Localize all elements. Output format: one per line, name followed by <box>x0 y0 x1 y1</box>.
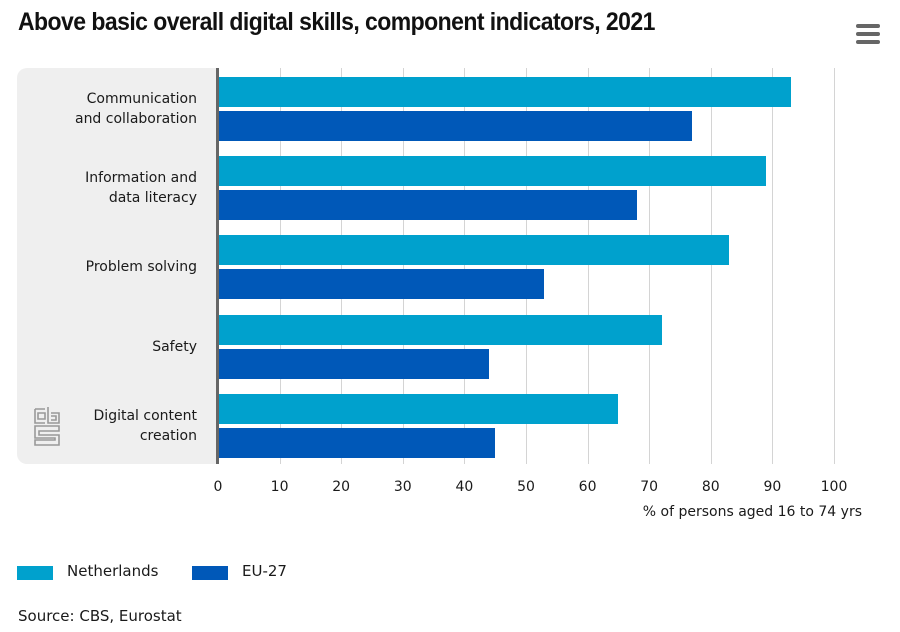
gridline <box>341 68 342 464</box>
x-tick-label: 0 <box>213 479 223 495</box>
gridline <box>834 68 835 464</box>
x-tick-label: 40 <box>455 479 474 495</box>
bar-netherlands[interactable] <box>218 156 767 187</box>
gridline <box>588 68 589 464</box>
gridline <box>464 68 465 464</box>
gridline <box>403 68 404 464</box>
bar-eu-27[interactable] <box>218 190 637 221</box>
gridline <box>772 68 773 464</box>
category-label: Safety <box>152 338 197 355</box>
gridline <box>280 68 281 464</box>
legend-label: EU-27 <box>242 562 287 580</box>
x-tick-label: 70 <box>640 479 659 495</box>
bar-netherlands[interactable] <box>218 393 619 424</box>
legend-item-eu27[interactable]: EU-27 <box>192 562 287 580</box>
cbs-logo-icon <box>34 407 60 446</box>
x-tick-label: 60 <box>578 479 597 495</box>
category-label-panel <box>17 68 216 464</box>
bar-netherlands[interactable] <box>218 235 730 266</box>
hamburger-menu-icon[interactable] <box>856 24 880 44</box>
bar-eu-27[interactable] <box>218 427 496 458</box>
x-tick-label: 100 <box>820 479 848 495</box>
legend-label: Netherlands <box>67 562 159 580</box>
x-tick-label: 50 <box>517 479 535 495</box>
x-tick-label: 90 <box>763 479 782 495</box>
gridline <box>649 68 650 464</box>
category-label: Communication and collaboration <box>74 91 197 127</box>
x-tick-label: 10 <box>270 479 289 495</box>
category-label: Digital content creation <box>93 407 197 444</box>
x-tick-label: 30 <box>393 479 412 495</box>
source-note: Source: CBS, Eurostat <box>18 607 182 625</box>
x-tick-label: 20 <box>332 479 351 495</box>
bar-netherlands[interactable] <box>218 77 791 107</box>
category-label: Problem solving <box>85 259 197 276</box>
category-label: Information and data literacy <box>85 170 197 207</box>
bar-eu-27[interactable] <box>218 269 545 300</box>
chart-title: Above basic overall digital skills, comp… <box>18 8 655 36</box>
legend-swatch-netherlands <box>17 566 53 580</box>
gridline <box>711 68 712 464</box>
gridline <box>526 68 527 464</box>
legend-item-netherlands[interactable]: Netherlands <box>17 562 158 580</box>
bar-netherlands[interactable] <box>218 314 662 345</box>
x-tick-label: 80 <box>701 479 720 495</box>
x-axis-label: % of persons aged 16 to 74 yrs <box>642 504 862 520</box>
legend-swatch-eu27 <box>192 566 228 580</box>
bar-eu-27[interactable] <box>218 348 490 379</box>
bar-eu-27[interactable] <box>218 111 693 141</box>
y-axis-line <box>216 68 219 464</box>
